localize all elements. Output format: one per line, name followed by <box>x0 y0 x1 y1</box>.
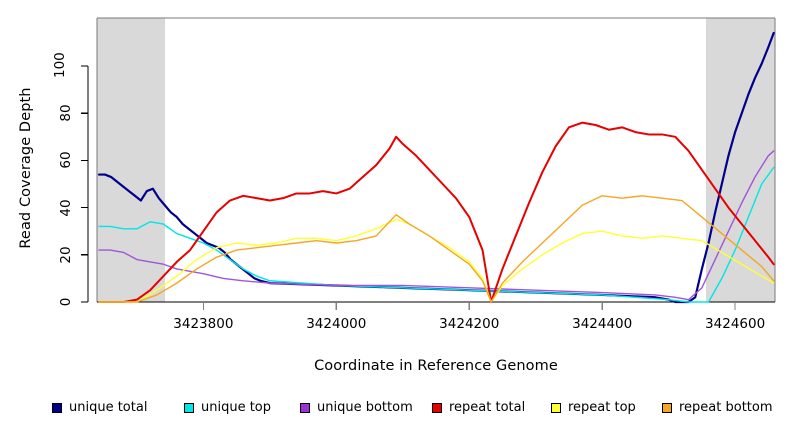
legend-label: unique bottom <box>317 400 413 415</box>
y-tick-label: 80 <box>58 104 74 122</box>
legend-item: unique top <box>184 398 271 418</box>
chart-legend: unique total unique top unique bottom repea… <box>0 398 792 424</box>
series-line-unique-top <box>98 166 775 303</box>
series-line-unique-total <box>97 31 775 304</box>
y-axis-title: Read Coverage Depth <box>18 87 34 249</box>
x-axis-title: Coordinate in Reference Genome <box>314 358 558 374</box>
y-tick-label: 20 <box>58 246 74 264</box>
legend-swatch-icon <box>551 403 561 413</box>
series-line-repeat-total <box>97 121 775 303</box>
data-series <box>97 31 775 304</box>
legend-label: repeat total <box>449 400 526 415</box>
y-tick-label: 0 <box>58 297 74 307</box>
left-flank-shading <box>97 18 165 302</box>
x-tick-label: 3424400 <box>572 316 633 332</box>
legend-item: unique total <box>52 398 147 418</box>
legend-item: repeat bottom <box>662 398 773 418</box>
legend-swatch-icon <box>184 403 194 413</box>
y-tick-label: 60 <box>58 151 74 169</box>
legend-swatch-icon <box>662 403 672 413</box>
series-line-repeat-bottom <box>98 195 775 303</box>
y-tick-label: 100 <box>52 52 68 78</box>
legend-item: repeat total <box>432 398 525 418</box>
axis-ticks <box>81 65 736 310</box>
legend-swatch-icon <box>300 403 310 413</box>
legend-label: unique total <box>69 400 148 415</box>
legend-item: repeat top <box>551 398 636 418</box>
legend-label: repeat bottom <box>679 400 773 415</box>
legend-swatch-icon <box>432 403 442 413</box>
series-line-unique-bottom <box>98 150 775 301</box>
shaded-regions <box>97 18 775 302</box>
x-tick-label: 3424000 <box>306 316 367 332</box>
x-tick-label: 3424600 <box>705 316 766 332</box>
legend-label: repeat top <box>568 400 636 415</box>
series-line-repeat-top <box>98 218 775 303</box>
legend-item: unique bottom <box>300 398 413 418</box>
y-tick-label: 40 <box>58 199 74 217</box>
x-tick-label: 3423800 <box>173 316 234 332</box>
right-flank-shading <box>706 18 775 302</box>
legend-swatch-icon <box>52 403 62 413</box>
plot-border <box>87 17 776 303</box>
legend-label: unique top <box>201 400 272 415</box>
x-tick-label: 3424200 <box>439 316 500 332</box>
